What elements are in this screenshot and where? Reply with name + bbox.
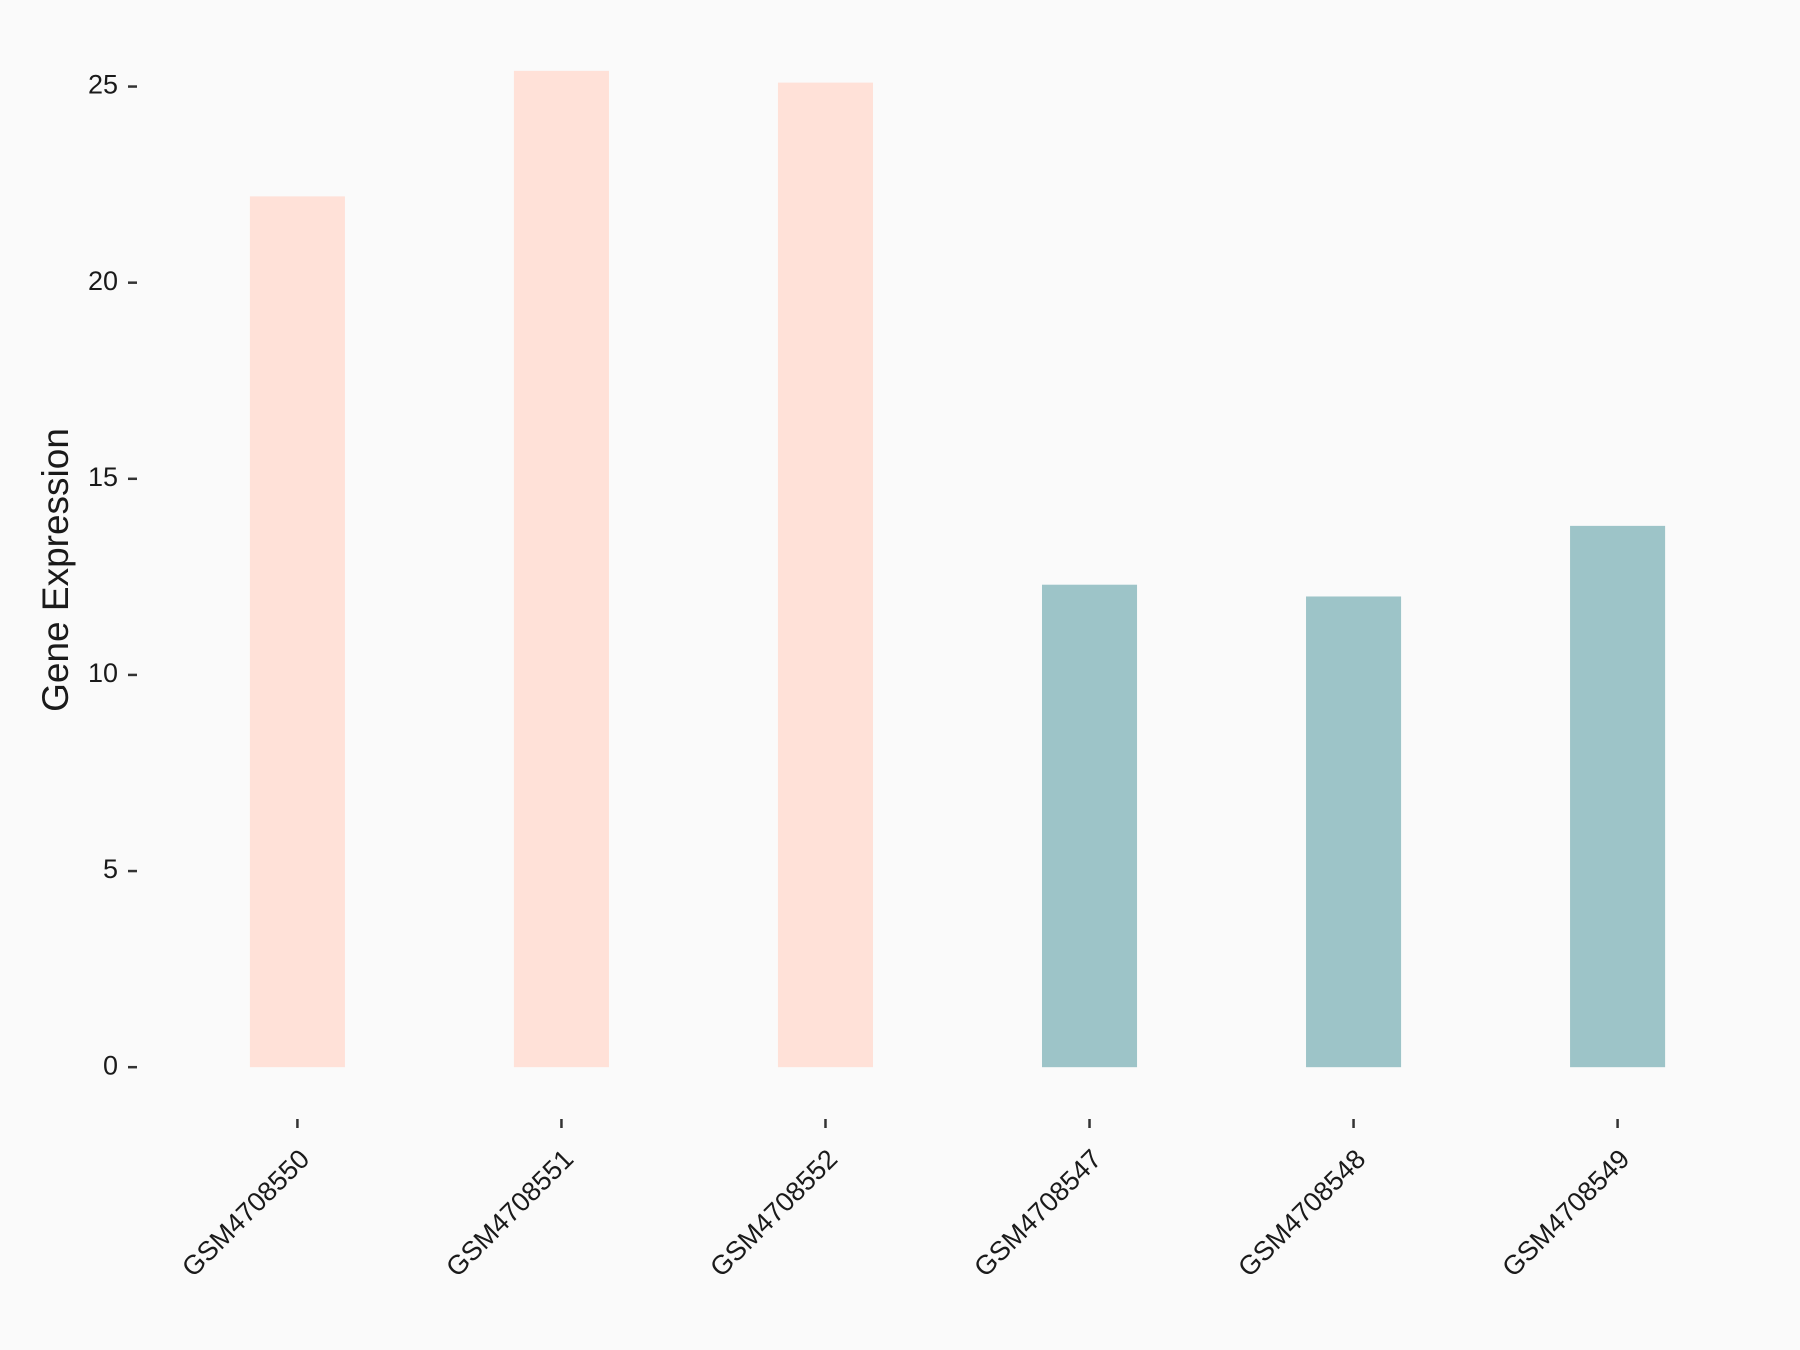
y-tick-label: 0 — [103, 1050, 118, 1080]
y-tick-label: 25 — [88, 70, 118, 100]
bar — [1570, 525, 1666, 1068]
bar — [249, 196, 345, 1068]
y-axis-title: Gene Expression — [35, 428, 76, 712]
bar — [1041, 584, 1138, 1068]
y-tick-label: 20 — [88, 266, 118, 296]
bar — [513, 70, 609, 1068]
bar — [1306, 596, 1402, 1068]
y-tick-label: 10 — [88, 658, 118, 688]
bar — [777, 82, 874, 1068]
y-tick-label: 15 — [88, 462, 118, 492]
y-tick-label: 5 — [103, 854, 118, 884]
